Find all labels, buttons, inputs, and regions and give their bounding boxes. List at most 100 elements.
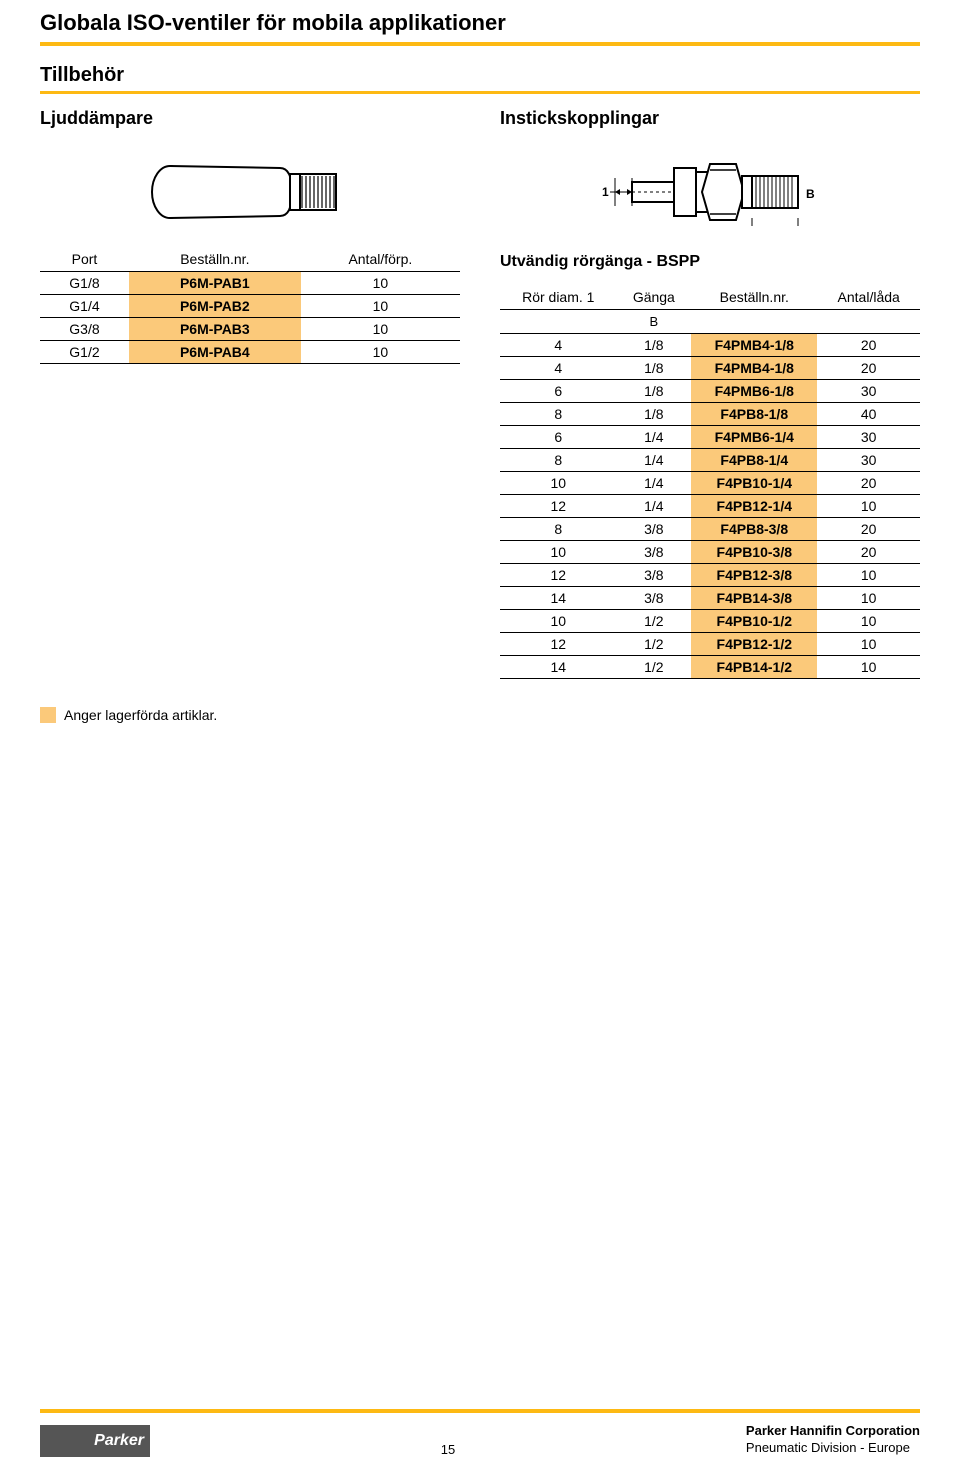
th-diam: Rör diam. 1 bbox=[500, 285, 617, 310]
table-row: G3/8 P6M-PAB3 10 bbox=[40, 318, 460, 341]
cell: 20 bbox=[817, 518, 920, 541]
cell: 30 bbox=[817, 426, 920, 449]
cell: 10 bbox=[301, 272, 460, 295]
cell: G1/8 bbox=[40, 272, 129, 295]
page-title: Globala ISO-ventiler för mobila applikat… bbox=[40, 10, 920, 36]
legend-swatch bbox=[40, 707, 56, 723]
cell: 10 bbox=[817, 610, 920, 633]
cell: 1/2 bbox=[617, 633, 692, 656]
cell: 20 bbox=[817, 334, 920, 357]
table-row: 101/2F4PB10-1/210 bbox=[500, 610, 920, 633]
cell-highlight: F4PB12-3/8 bbox=[691, 564, 817, 587]
cell: G3/8 bbox=[40, 318, 129, 341]
cell: 14 bbox=[500, 656, 617, 679]
cell: 8 bbox=[500, 449, 617, 472]
table-row: G1/4 P6M-PAB2 10 bbox=[40, 295, 460, 318]
cell: 12 bbox=[500, 495, 617, 518]
table-row: 141/2F4PB14-1/210 bbox=[500, 656, 920, 679]
cell-highlight: F4PB12-1/4 bbox=[691, 495, 817, 518]
cell: 12 bbox=[500, 633, 617, 656]
cell: 12 bbox=[500, 564, 617, 587]
cell-highlight: F4PB10-3/8 bbox=[691, 541, 817, 564]
cell-highlight: F4PB8-3/8 bbox=[691, 518, 817, 541]
table-row: 41/8F4PMB4-1/820 bbox=[500, 357, 920, 380]
cell: 3/8 bbox=[617, 587, 692, 610]
cell: 10 bbox=[817, 633, 920, 656]
cell-highlight: F4PB12-1/2 bbox=[691, 633, 817, 656]
cell-highlight: P6M-PAB1 bbox=[129, 272, 301, 295]
cell: 10 bbox=[500, 610, 617, 633]
footer-corp: Parker Hannifin Corporation bbox=[746, 1423, 920, 1440]
legend-text: Anger lagerförda artiklar. bbox=[64, 707, 217, 723]
cell: G1/2 bbox=[40, 341, 129, 364]
cell-highlight: P6M-PAB4 bbox=[129, 341, 301, 364]
cell-highlight: P6M-PAB2 bbox=[129, 295, 301, 318]
cell: 1/4 bbox=[617, 495, 692, 518]
cell: 8 bbox=[500, 403, 617, 426]
fitting-figure: 1 bbox=[500, 137, 920, 247]
table-row: 61/4F4PMB6-1/430 bbox=[500, 426, 920, 449]
table-row: G1/8 P6M-PAB1 10 bbox=[40, 272, 460, 295]
cell: 10 bbox=[817, 564, 920, 587]
th-order: Beställn.nr. bbox=[691, 285, 817, 310]
table-row: 41/8F4PMB4-1/820 bbox=[500, 334, 920, 357]
cell: 20 bbox=[817, 472, 920, 495]
cell: 20 bbox=[817, 541, 920, 564]
cell: 40 bbox=[817, 403, 920, 426]
table-row: 103/8F4PB10-3/820 bbox=[500, 541, 920, 564]
page-number: 15 bbox=[150, 1442, 746, 1457]
th-qty: Antal/förp. bbox=[301, 247, 460, 272]
cell-highlight: F4PMB6-1/4 bbox=[691, 426, 817, 449]
th-order: Beställn.nr. bbox=[129, 247, 301, 272]
cell: 3/8 bbox=[617, 541, 692, 564]
cell: 4 bbox=[500, 357, 617, 380]
th-sub bbox=[691, 310, 817, 334]
cell: 20 bbox=[817, 357, 920, 380]
left-table: Port Beställn.nr. Antal/förp. G1/8 P6M-P… bbox=[40, 247, 460, 364]
silencer-figure bbox=[40, 137, 460, 247]
cell-highlight: F4PMB4-1/8 bbox=[691, 334, 817, 357]
cell: 3/8 bbox=[617, 518, 692, 541]
right-subtitle: Utvändig rörgänga - BSPP bbox=[500, 253, 920, 271]
cell: 3/8 bbox=[617, 564, 692, 587]
legend: Anger lagerförda artiklar. bbox=[40, 707, 920, 723]
section-title: Tillbehör bbox=[40, 64, 920, 87]
cell: 1/8 bbox=[617, 380, 692, 403]
table-row: 123/8F4PB12-3/810 bbox=[500, 564, 920, 587]
table-row: 81/8F4PB8-1/840 bbox=[500, 403, 920, 426]
table-row: 121/4F4PB12-1/410 bbox=[500, 495, 920, 518]
cell-highlight: F4PB10-1/2 bbox=[691, 610, 817, 633]
th-port: Port bbox=[40, 247, 129, 272]
cell-highlight: F4PB10-1/4 bbox=[691, 472, 817, 495]
cell: 10 bbox=[301, 341, 460, 364]
left-heading: Ljuddämpare bbox=[40, 108, 460, 129]
footer-division: Pneumatic Division - Europe bbox=[746, 1440, 920, 1457]
divider bbox=[40, 1409, 920, 1413]
th-qty: Antal/låda bbox=[817, 285, 920, 310]
cell-highlight: F4PB8-1/4 bbox=[691, 449, 817, 472]
th-sub bbox=[500, 310, 617, 334]
logo-text: Parker bbox=[94, 1432, 144, 1450]
cell: G1/4 bbox=[40, 295, 129, 318]
divider bbox=[40, 42, 920, 46]
table-row: 61/8F4PMB6-1/830 bbox=[500, 380, 920, 403]
divider bbox=[40, 91, 920, 94]
cell: 1/2 bbox=[617, 656, 692, 679]
cell: 1/4 bbox=[617, 426, 692, 449]
cell: 4 bbox=[500, 334, 617, 357]
cell: 10 bbox=[817, 656, 920, 679]
th-thread: Gänga bbox=[617, 285, 692, 310]
cell: 30 bbox=[817, 449, 920, 472]
table-row: 81/4F4PB8-1/430 bbox=[500, 449, 920, 472]
table-row: 101/4F4PB10-1/420 bbox=[500, 472, 920, 495]
cell-highlight: F4PB14-3/8 bbox=[691, 587, 817, 610]
cell: 10 bbox=[817, 587, 920, 610]
cell-highlight: P6M-PAB3 bbox=[129, 318, 301, 341]
cell-highlight: F4PB8-1/8 bbox=[691, 403, 817, 426]
parker-logo: Parker bbox=[40, 1425, 150, 1457]
cell: 6 bbox=[500, 426, 617, 449]
cell: 14 bbox=[500, 587, 617, 610]
dim-1-label: 1 bbox=[602, 185, 609, 199]
cell-highlight: F4PMB6-1/8 bbox=[691, 380, 817, 403]
th-sub-b: B bbox=[617, 310, 692, 334]
